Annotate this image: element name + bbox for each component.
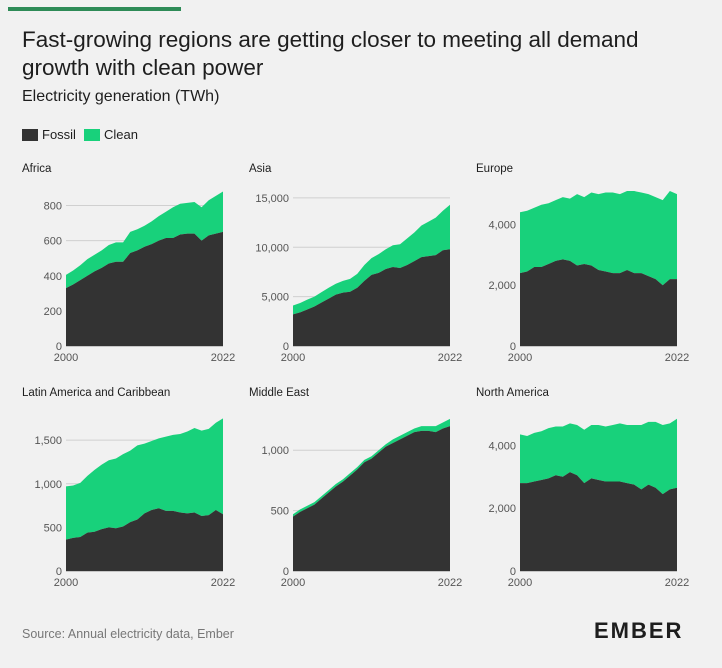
x-tick-label-asia: 2000	[281, 352, 305, 364]
panel-europe: 0 2,000 4,000 2000 2022	[488, 191, 689, 364]
x-tick-label-middle-east: 2022	[438, 577, 462, 589]
x-tick-label-middle-east: 2000	[281, 577, 305, 589]
chart-title: Fast-growing regions are getting closer …	[22, 27, 639, 80]
y-tick-label-asia: 0	[283, 341, 289, 353]
y-tick-label-middle-east: 1,000	[261, 445, 289, 457]
x-tick-label-europe: 2022	[665, 352, 689, 364]
panel-title-africa: Africa	[22, 163, 52, 175]
series-clean-area-latin-america	[66, 418, 223, 540]
x-tick-label-north-america: 2000	[508, 577, 532, 589]
y-tick-label-africa: 0	[56, 341, 62, 353]
series-fossil-area-africa	[66, 231, 223, 346]
panel-latin-america: 0 500 1,000 1,500 2000 2022	[34, 418, 235, 589]
y-tick-label-middle-east: 500	[271, 506, 289, 518]
y-tick-label-latin-america: 1,000	[34, 479, 62, 491]
x-tick-label-europe: 2000	[508, 352, 532, 364]
series-clean-area-middle-east	[293, 418, 450, 517]
x-tick-label-asia: 2022	[438, 352, 462, 364]
series-fossil-area-latin-america	[66, 508, 223, 571]
x-tick-label-latin-america: 2022	[211, 577, 235, 589]
y-tick-label-latin-america: 1,500	[34, 435, 62, 447]
legend-label-fossil: Fossil	[42, 127, 76, 142]
series-fossil-area-middle-east	[293, 426, 450, 571]
series-fossil-area-north-america	[520, 472, 677, 571]
y-tick-label-asia: 15,000	[255, 193, 289, 205]
panel-title-north-america: North America	[476, 387, 549, 399]
panel-title-europe: Europe	[476, 163, 514, 175]
panel-title-middle-east: Middle East	[249, 387, 310, 399]
legend-label-clean: Clean	[103, 127, 138, 142]
legend-swatch-fossil	[22, 128, 38, 141]
series-clean-area-asia	[293, 204, 450, 315]
y-tick-label-north-america: 4,000	[488, 440, 516, 452]
x-tick-label-latin-america: 2000	[54, 577, 78, 589]
x-tick-label-africa: 2022	[211, 352, 235, 364]
panel-asia: 0 5,000 10,000 15,000 2000 2022	[255, 193, 462, 364]
panel-title-asia: Asia	[249, 163, 272, 175]
panel-title-latin-america: Latin America and Caribbean	[22, 387, 171, 399]
legend: Fossil Clean	[22, 127, 146, 142]
y-tick-label-asia: 10,000	[255, 242, 289, 254]
y-tick-label-africa: 400	[44, 271, 62, 283]
legend-swatch-clean	[83, 128, 100, 141]
y-tick-label-latin-america: 500	[44, 522, 62, 534]
panel-middle-east: 0 500 1,000 2000 2022	[261, 418, 462, 589]
chart-subtitle: Electricity generation (TWh)	[22, 88, 220, 105]
y-tick-label-middle-east: 0	[283, 566, 289, 578]
panel-north-america: 0 2,000 4,000 2000 2022	[488, 418, 689, 589]
series-clean-area-north-america	[520, 418, 677, 495]
y-tick-label-europe: 4,000	[488, 219, 516, 231]
series-fossil-area-asia	[293, 249, 450, 346]
accent-bar	[8, 7, 181, 11]
x-tick-label-north-america: 2022	[665, 577, 689, 589]
y-tick-label-latin-america: 0	[56, 566, 62, 578]
y-tick-label-africa: 600	[44, 236, 62, 248]
source-note: Source: Annual electricity data, Ember	[22, 627, 234, 641]
series-fossil-area-europe	[520, 259, 677, 346]
series-clean-area-africa	[66, 191, 223, 289]
legend-item-fossil: Fossil	[22, 127, 76, 142]
y-tick-label-europe: 2,000	[488, 280, 516, 292]
y-tick-label-asia: 5,000	[261, 292, 289, 304]
panel-africa: 0 200 400 600 800 2000 2022	[44, 191, 235, 364]
y-tick-label-north-america: 0	[510, 566, 516, 578]
y-tick-label-africa: 800	[44, 201, 62, 213]
y-tick-label-africa: 200	[44, 306, 62, 318]
ember-logo: EMBER	[594, 618, 684, 643]
x-tick-label-africa: 2000	[54, 352, 78, 364]
legend-item-clean: Clean	[83, 127, 138, 142]
series-clean-area-europe	[520, 191, 677, 286]
y-tick-label-europe: 0	[510, 341, 516, 353]
y-tick-label-north-america: 2,000	[488, 503, 516, 515]
